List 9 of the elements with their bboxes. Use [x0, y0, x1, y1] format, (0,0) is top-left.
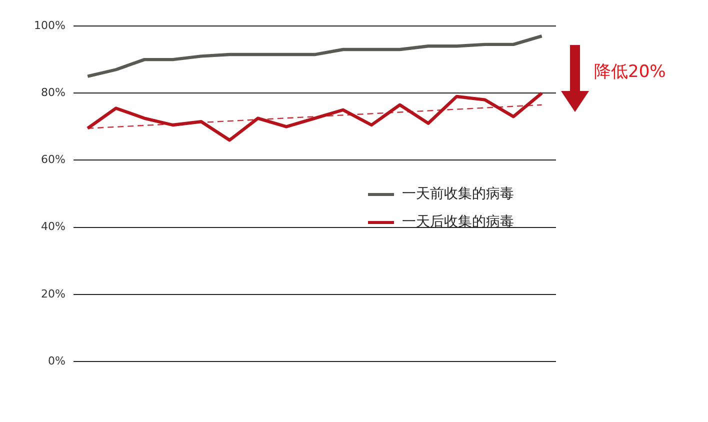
text: 降低20%: [594, 61, 666, 83]
y-tick-label: 80%: [40, 86, 66, 99]
y-tick-label: 40%: [40, 220, 66, 234]
legend-label: 一天前收集的病毒: [402, 185, 514, 203]
y-tick-label: 100%: [34, 18, 66, 32]
y-tick-label: 0%: [48, 354, 66, 368]
y-tick-label: 20%: [40, 287, 66, 300]
y-tick-label: 60%: [40, 153, 66, 166]
legend-label: 一天后收集的病毒: [402, 213, 514, 231]
